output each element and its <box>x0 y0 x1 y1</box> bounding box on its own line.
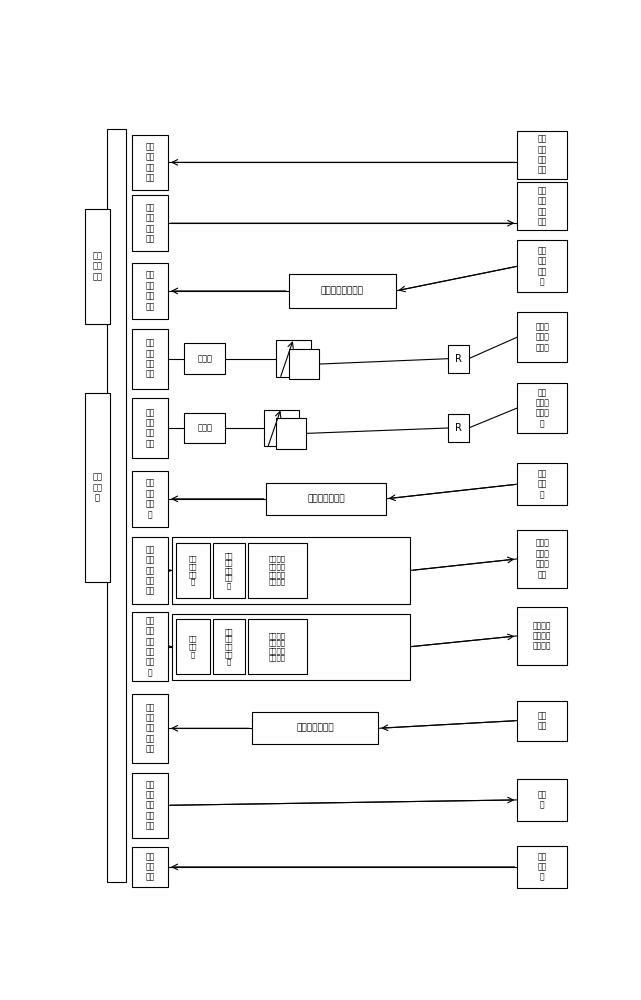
Bar <box>517 607 567 665</box>
Bar <box>248 543 306 598</box>
Bar <box>248 619 306 674</box>
Bar <box>213 619 245 674</box>
Bar <box>85 393 110 582</box>
Text: 上位
控制
终端: 上位 控制 终端 <box>92 251 103 281</box>
Bar <box>185 413 225 443</box>
Text: 模拟
量电
流输
入口: 模拟 量电 流输 入口 <box>146 408 154 448</box>
Text: 传感
器供
电电
源输
出口: 传感 器供 电电 源输 出口 <box>146 780 154 831</box>
Text: 多路光电转换板: 多路光电转换板 <box>296 724 334 733</box>
Bar <box>517 846 567 888</box>
Text: 第二
数字
量输
出口: 第二 数字 量输 出口 <box>538 186 547 226</box>
Bar <box>251 712 378 744</box>
Text: 第一高速
脉冲计数
器的数字
量输出口: 第一高速 脉冲计数 器的数字 量输出口 <box>269 556 286 585</box>
Bar <box>132 398 168 458</box>
Bar <box>108 129 126 882</box>
Bar <box>517 182 567 230</box>
Bar <box>132 847 168 887</box>
Bar <box>132 773 168 838</box>
Text: R: R <box>454 423 462 433</box>
Bar <box>264 410 299 446</box>
Text: 第二
数字
量输
入口: 第二 数字 量输 入口 <box>538 135 547 175</box>
Text: 第二
三相波
形发生
器: 第二 三相波 形发生 器 <box>535 388 549 428</box>
Text: 第一三
相波形
发生器: 第一三 相波形 发生器 <box>535 322 549 352</box>
Bar <box>132 537 168 604</box>
Bar <box>132 263 168 319</box>
Text: 继电器: 继电器 <box>197 354 212 363</box>
Text: 网侧逆
变电流
控制继
电器: 网侧逆 变电流 控制继 电器 <box>535 539 549 579</box>
Text: 第一
高速
脉冲
计数
器: 第一 高速 脉冲 计数 器 <box>224 552 233 589</box>
Text: 光电
转换
板: 光电 转换 板 <box>188 636 197 658</box>
Bar <box>276 418 306 449</box>
Text: 第二高速
脉冲计数
器的数字
量输出口: 第二高速 脉冲计数 器的数字 量输出口 <box>269 632 286 661</box>
Bar <box>132 694 168 763</box>
Bar <box>447 345 469 373</box>
Text: 模拟
量电
压输
入口: 模拟 量电 压输 入口 <box>146 339 154 379</box>
Bar <box>517 463 567 505</box>
Text: 网侧
逆变
器光
纤输
出口: 网侧 逆变 器光 纤输 出口 <box>146 545 154 596</box>
Text: 第一
数字
量输
出口: 第一 数字 量输 出口 <box>146 203 154 243</box>
Text: 编码
器光
纤输
入口: 编码 器光 纤输 入口 <box>146 271 154 311</box>
Bar <box>517 779 567 821</box>
Bar <box>172 537 410 604</box>
Text: 第二
高速
脉冲
计数
器: 第二 高速 脉冲 计数 器 <box>224 628 233 665</box>
Text: 继电器: 继电器 <box>197 424 212 432</box>
Text: 转子
侧逆
变器
光纤
输出
口: 转子 侧逆 变器 光纤 输出 口 <box>146 616 154 677</box>
Text: 电源
模块: 电源 模块 <box>538 711 547 730</box>
Bar <box>132 471 168 527</box>
Bar <box>172 614 410 680</box>
Bar <box>132 135 168 190</box>
Text: 逆变
器综
合光
纤输
入板: 逆变 器综 合光 纤输 入板 <box>146 703 154 754</box>
Bar <box>517 131 567 179</box>
Text: 总电
源模
块: 总电 源模 块 <box>538 469 547 499</box>
Bar <box>213 543 245 598</box>
Bar <box>517 240 567 292</box>
Bar <box>517 701 567 741</box>
Bar <box>185 343 225 374</box>
Text: 第一
数字
量输
入口: 第一 数字 量输 入口 <box>146 142 154 182</box>
Bar <box>132 195 168 251</box>
Bar <box>267 483 386 515</box>
Bar <box>132 329 168 389</box>
Bar <box>447 414 469 442</box>
Bar <box>517 383 567 433</box>
Bar <box>276 340 311 377</box>
Text: R: R <box>454 354 462 364</box>
Text: 多路
电源
转换
板: 多路 电源 转换 板 <box>146 479 154 519</box>
Text: 温度
传感
器板: 温度 传感 器板 <box>146 852 154 882</box>
Bar <box>176 543 210 598</box>
Bar <box>132 612 168 681</box>
Text: 多路电源分配器: 多路电源分配器 <box>307 494 345 503</box>
Bar <box>517 312 567 362</box>
Text: 转子侧逆
变电流控
制继电器: 转子侧逆 变电流控 制继电器 <box>533 621 551 651</box>
Text: 并网
控制
器: 并网 控制 器 <box>92 473 103 503</box>
Bar <box>288 274 395 308</box>
Text: 温度
模拟
板: 温度 模拟 板 <box>538 852 547 882</box>
Text: 第一
光电
转换
板: 第一 光电 转换 板 <box>188 556 197 585</box>
Text: 编码器光纤转换器: 编码器光纤转换器 <box>320 286 363 295</box>
Bar <box>517 530 567 588</box>
Text: 高速
脉冲
输出
口: 高速 脉冲 输出 口 <box>538 246 547 286</box>
Bar <box>85 209 110 324</box>
Bar <box>176 619 210 674</box>
Text: 指示
灯: 指示 灯 <box>538 790 547 810</box>
Bar <box>288 349 319 379</box>
